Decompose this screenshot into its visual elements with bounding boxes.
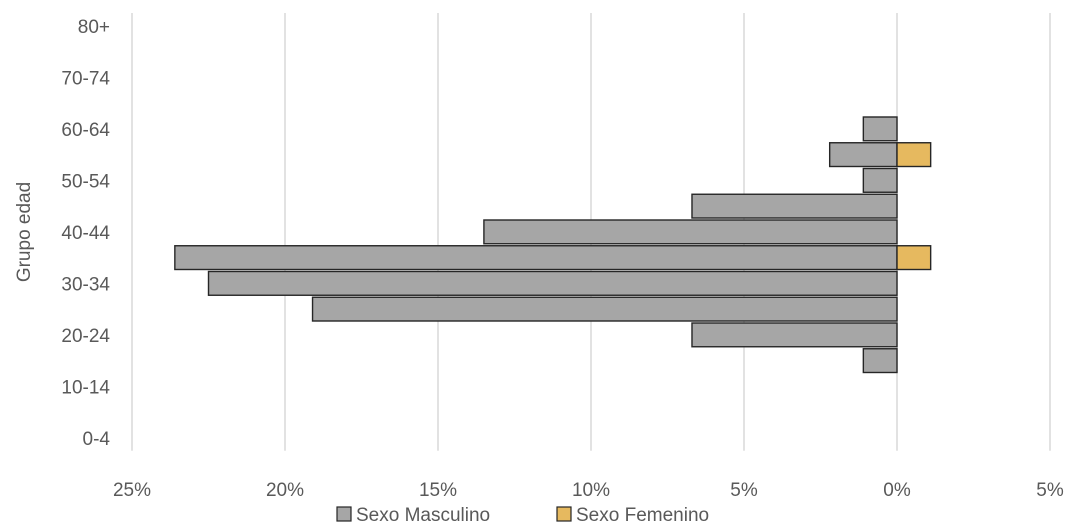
bar-masculino-15-19 — [862, 348, 898, 374]
bar-masculino-25-29 — [311, 296, 898, 322]
bar-femenino-55-59 — [896, 142, 932, 168]
y-tick-label: 10-14 — [61, 377, 110, 398]
bar-masculino-40-44 — [483, 219, 898, 245]
legend-label-1: Sexo Femenino — [576, 505, 709, 526]
x-tick-label: 25% — [113, 480, 151, 501]
y-tick-label: 40-44 — [61, 223, 110, 244]
legend-swatch-1 — [556, 506, 572, 522]
x-tick-labels: 25% 20% 15% 10% 5% 0% 5% — [113, 480, 1064, 501]
y-tick-label: 20-24 — [61, 326, 110, 347]
y-tick-label: 0-4 — [83, 429, 111, 450]
y-tick-labels: 0-4 10-14 20-24 30-34 40-44 50-54 60-64 70-74 80… — [61, 17, 110, 450]
bar-masculino-35-39 — [174, 245, 898, 271]
y-tick-label: 60-64 — [61, 120, 110, 141]
x-tick-label: 5% — [730, 480, 758, 501]
y-tick-label: 80+ — [78, 17, 110, 38]
y-axis-title: Grupo edad — [14, 182, 35, 282]
x-tick-label: 20% — [266, 480, 304, 501]
y-tick-label: 30-34 — [61, 274, 110, 295]
x-tick-label: 0% — [883, 480, 911, 501]
y-tick-label: 50-54 — [61, 171, 110, 192]
bar-masculino-55-59 — [828, 142, 898, 168]
legend-label-0: Sexo Masculino — [356, 505, 490, 526]
bar-masculino-45-49 — [691, 193, 898, 219]
bar-masculino-20-24 — [691, 322, 898, 348]
bar-femenino-35-39 — [896, 245, 932, 271]
x-tick-label: 5% — [1036, 480, 1064, 501]
x-tick-label: 15% — [419, 480, 457, 501]
bar-masculino-30-34 — [207, 270, 898, 296]
x-tick-label: 10% — [572, 480, 610, 501]
y-tick-label: 70-74 — [61, 68, 110, 89]
bar-masculino-50-54 — [862, 167, 898, 193]
legend-swatch-0 — [336, 506, 352, 522]
bars — [174, 116, 932, 374]
legend: Sexo Masculino Sexo Femenino — [336, 505, 709, 526]
bar-masculino-60-64 — [862, 116, 898, 142]
